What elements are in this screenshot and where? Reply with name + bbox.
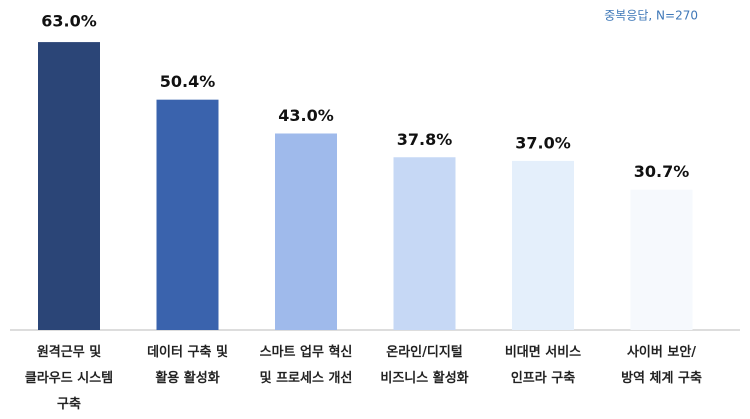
bar <box>512 160 574 330</box>
value-label: 50.4% <box>160 72 216 91</box>
bar <box>630 189 693 330</box>
bar <box>275 133 337 330</box>
label-line: 비즈니스 활성화 <box>380 370 468 386</box>
bar <box>38 42 100 331</box>
label-line: 데이터 구축 및 <box>147 344 228 360</box>
x-tick-label: 사이버 보안/방역 체계 구축 <box>621 344 702 386</box>
label-line: 및 프로세스 개선 <box>260 370 353 386</box>
value-label: 37.0% <box>515 133 571 152</box>
label-line: 온라인/디지털 <box>386 344 463 360</box>
label-line: 인프라 구축 <box>511 370 575 386</box>
bar <box>393 157 456 330</box>
label-line: 방역 체계 구축 <box>621 370 702 386</box>
value-label: 63.0% <box>41 12 97 31</box>
value-label: 37.8% <box>397 130 453 149</box>
label-line: 원격근무 및 <box>37 345 101 360</box>
label-line: 사이버 보안/ <box>627 344 696 360</box>
bar <box>156 99 219 330</box>
chart-note: 중복응답, N=270 <box>604 9 698 23</box>
label-line: 스마트 업무 혁신 <box>260 344 353 360</box>
label-line: 구축 <box>57 396 81 412</box>
label-line: 활용 활성화 <box>155 370 219 386</box>
value-label: 30.7% <box>634 162 690 181</box>
label-line: 비대면 서비스 <box>505 344 581 360</box>
value-label: 43.0% <box>278 106 334 125</box>
label-line: 클라우드 시스템 <box>25 370 113 386</box>
